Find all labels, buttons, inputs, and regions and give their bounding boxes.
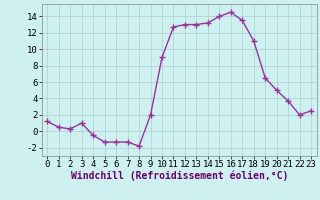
X-axis label: Windchill (Refroidissement éolien,°C): Windchill (Refroidissement éolien,°C) [70,171,288,181]
